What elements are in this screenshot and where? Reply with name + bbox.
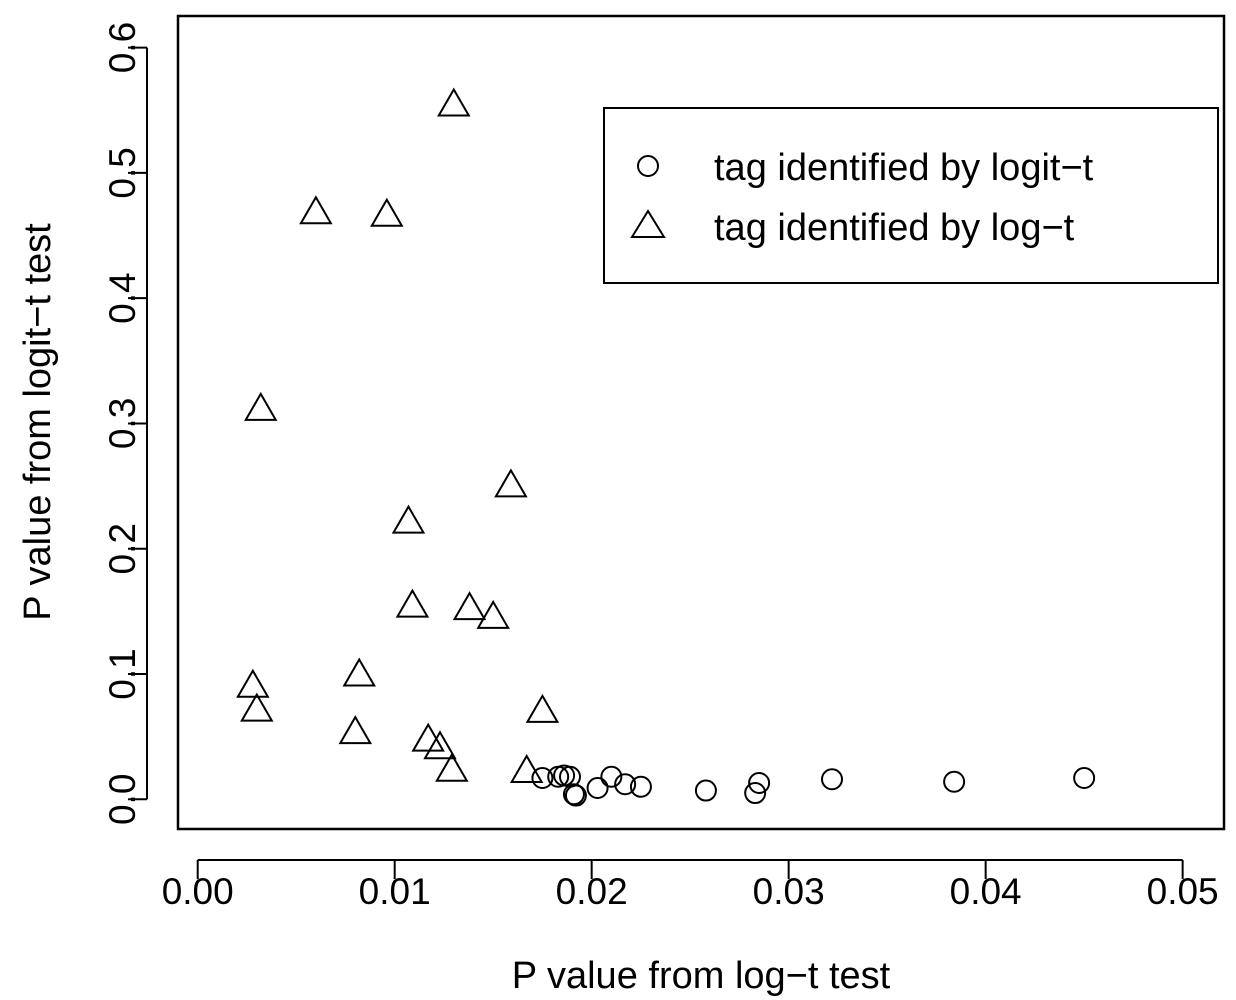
y-tick-label: 0.5 <box>102 147 143 198</box>
triangle-point <box>236 668 270 698</box>
legend: tag identified by logit−t tag identified… <box>603 107 1219 284</box>
x-tick-label: 0.03 <box>753 871 825 912</box>
triangle-point <box>525 693 560 723</box>
y-tick-label: 0.3 <box>102 398 143 449</box>
circle-point <box>748 772 771 795</box>
y-tick-label: 0.1 <box>102 648 143 699</box>
x-axis-label: P value from log−t test <box>512 955 891 997</box>
triangle-point <box>435 752 469 782</box>
circle-point <box>562 783 585 806</box>
circle-point <box>943 770 966 793</box>
x-tick-label: 0.05 <box>1147 871 1219 912</box>
circle-point <box>564 784 587 807</box>
triangle-point <box>494 468 528 498</box>
circle-point <box>629 775 652 798</box>
triangle-point <box>391 504 426 534</box>
triangle-point <box>411 722 445 752</box>
triangle-point <box>437 87 471 117</box>
circle-point <box>694 779 717 802</box>
y-tick-label: 0.4 <box>102 272 143 323</box>
x-tick-label: 0.04 <box>950 871 1022 912</box>
triangle-point <box>342 657 376 687</box>
legend-circle-marker <box>637 155 659 177</box>
legend-triangle-marker <box>630 209 666 238</box>
x-tick-label: 0.01 <box>359 871 431 912</box>
circle-point <box>1073 767 1096 790</box>
y-axis-label: P value from logit−t test <box>17 223 59 621</box>
triangle-point <box>338 715 373 745</box>
triangle-point <box>240 692 274 722</box>
circle-point <box>820 768 843 791</box>
triangle-point <box>244 391 278 421</box>
y-tick-label: 0.6 <box>102 22 143 73</box>
y-axis: 0.0 0.1 0.2 0.3 0.4 0.5 0.6 <box>102 22 148 825</box>
legend-box <box>603 107 1219 284</box>
triangle-point <box>509 753 544 783</box>
data-points <box>236 87 1096 807</box>
legend-label-log-t: tag identified by log−t <box>714 207 1075 249</box>
triangle-point <box>452 591 487 621</box>
x-tick-label: 0.00 <box>162 871 234 912</box>
legend-label-logit-t: tag identified by logit−t <box>714 147 1094 189</box>
y-tick-label: 0.0 <box>102 774 143 825</box>
triangle-point <box>476 599 510 629</box>
circle-point <box>744 782 767 805</box>
circle-point <box>600 765 623 788</box>
circle-point <box>586 777 609 800</box>
y-tick-label: 0.2 <box>102 523 143 574</box>
triangle-point <box>395 588 430 618</box>
plot-frame <box>176 14 1226 831</box>
triangle-point <box>299 195 333 225</box>
triangle-point <box>370 197 404 227</box>
circle-point <box>614 773 637 796</box>
circle-point <box>531 767 554 790</box>
triangle-point <box>423 730 457 760</box>
x-tick-label: 0.02 <box>556 871 628 912</box>
x-axis: 0.00 0.01 0.02 0.03 0.04 0.05 <box>162 859 1219 912</box>
